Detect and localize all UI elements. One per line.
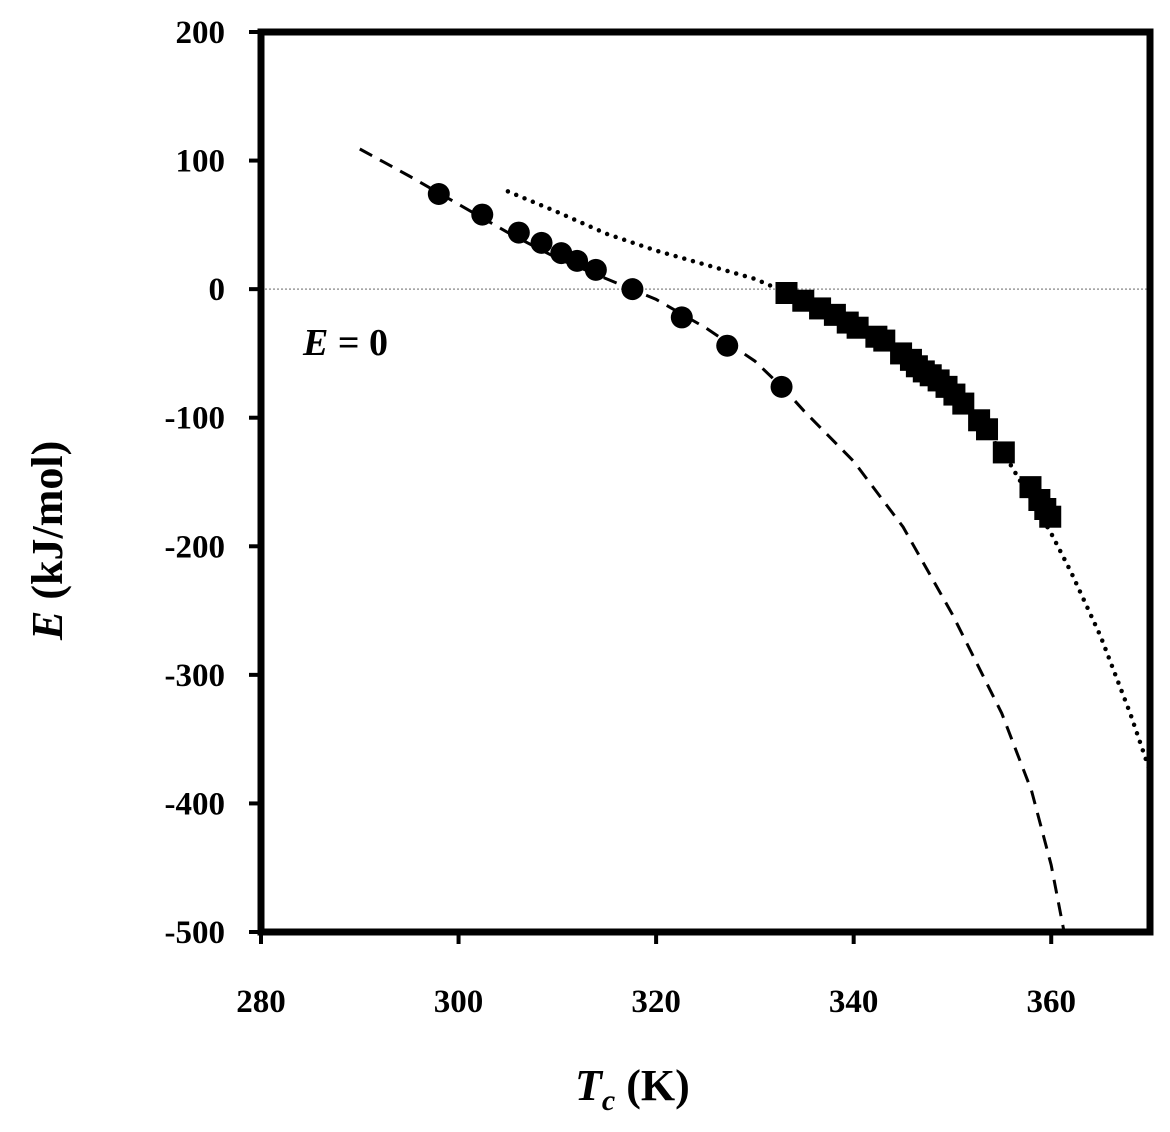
y-tick-label: -400 (165, 786, 226, 822)
annotation-symbol: E (302, 322, 328, 364)
y-tick-label: -100 (165, 401, 226, 437)
y-tick-label: -200 (165, 529, 226, 565)
data-point-square (792, 289, 815, 312)
annotation-text: = 0 (328, 322, 388, 364)
data-point-circle (584, 258, 607, 281)
fit-curves-group (359, 147, 1153, 933)
data-point-circle (471, 203, 494, 226)
data-point-circle (427, 183, 450, 205)
x-tick-label: 360 (1026, 984, 1076, 1020)
data-point-square (775, 282, 798, 304)
x-tick-label: 300 (434, 984, 484, 1020)
plot-frame-group (257, 28, 1154, 936)
x-tick-label: 280 (236, 984, 286, 1020)
fit-curve-dashed (359, 147, 1066, 933)
data-point-circle (770, 375, 793, 398)
data-point-square (1039, 505, 1062, 528)
data-point-square (873, 329, 896, 352)
y-tick-label: -300 (165, 658, 226, 694)
data-points-group (427, 183, 1062, 528)
y-tick-label: 0 (209, 272, 226, 308)
data-point-circle (530, 231, 553, 254)
ticks-group: 280 300 320 340 360 200 100 0 -100 -200 -300 -400 -5… (165, 15, 1076, 1020)
y-tick-label: 200 (176, 15, 226, 51)
y-tick-label: 100 (176, 144, 226, 180)
x-axis-subscript: c (602, 1084, 615, 1117)
plot-frame (257, 28, 1154, 936)
y-axis-unit: (kJ/mol) (23, 441, 72, 611)
data-point-circle (621, 278, 644, 301)
data-point-square (952, 392, 975, 415)
x-axis-title: Tc (K) (575, 1061, 690, 1117)
data-point-square (976, 418, 999, 441)
y-axis-symbol: E (23, 611, 72, 641)
data-point-circle (507, 221, 530, 244)
y-tick-label: -500 (165, 915, 226, 951)
data-point-square (846, 316, 869, 339)
data-point-square (992, 441, 1015, 464)
data-point-circle (716, 334, 739, 357)
x-axis-unit: (K) (615, 1061, 690, 1110)
x-axis-symbol: T (575, 1061, 604, 1110)
y-axis-title: E (kJ/mol) (23, 441, 72, 641)
x-tick-label: 340 (829, 984, 879, 1020)
data-point-circle (566, 249, 589, 272)
data-point-circle (670, 306, 693, 329)
zero-line-annotation: E = 0 (302, 322, 388, 364)
x-tick-label: 320 (631, 984, 681, 1020)
